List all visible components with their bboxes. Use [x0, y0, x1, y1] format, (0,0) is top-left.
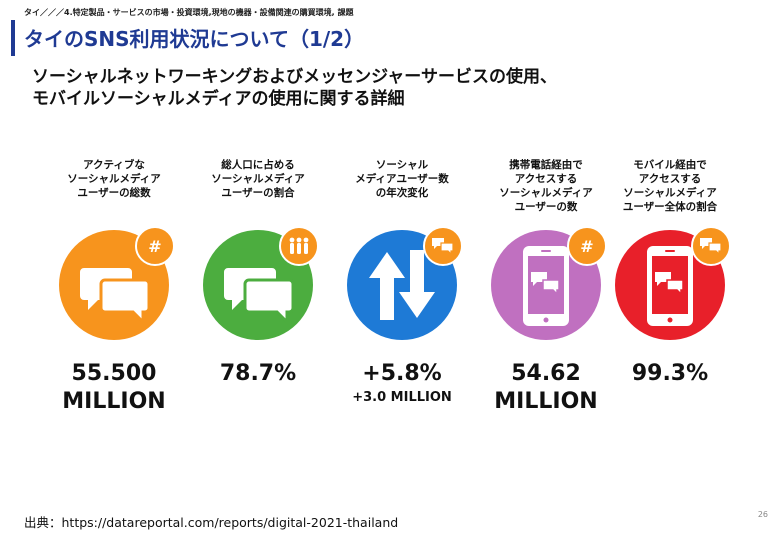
- stat-annual-change: ソーシャル メディアユーザー数 の年次変化 +5.8% +3.0 MILLION: [332, 158, 472, 405]
- subtitle: ソーシャルネットワーキングおよびメッセンジャーサービスの使用、 モバイルソーシャ…: [32, 66, 557, 110]
- people-icon: [279, 226, 319, 266]
- stat-value: 55.500 MILLION: [62, 361, 166, 414]
- stat-value: +5.8%: [362, 361, 442, 386]
- stat-value: 99.3%: [631, 361, 709, 386]
- stat-label: ソーシャル メディアユーザー数 の年次変化: [355, 159, 449, 199]
- subtitle-line-1: ソーシャルネットワーキングおよびメッセンジャーサービスの使用、: [32, 67, 557, 87]
- stat-population-share: 総人口に占める ソーシャルメディア ユーザーの割合 78.7%: [188, 158, 328, 388]
- stat-label: 総人口に占める ソーシャルメディア ユーザーの割合: [211, 159, 305, 199]
- stat-mobile-users: 携帯電話経由で アクセスする ソーシャルメディア ユーザーの数 # 54.62 …: [476, 158, 616, 416]
- chat-icon: [423, 226, 463, 266]
- source-citation: 出典：https://datareportal.com/reports/digi…: [24, 515, 399, 530]
- stat-mobile-share: モバイル経由で アクセスする ソーシャルメディア ユーザー全体の割合 99.3%: [600, 158, 740, 388]
- stat-value: 78.7%: [219, 361, 297, 386]
- stat-label: モバイル経由で アクセスする ソーシャルメディア ユーザー全体の割合: [622, 159, 718, 213]
- subtitle-line-2: モバイルソーシャルメディアの使用に関する詳細: [32, 89, 405, 109]
- stat-circle: [203, 226, 319, 340]
- page-number: 26: [757, 510, 768, 519]
- stat-value-sub: +3.0 MILLION: [352, 390, 452, 405]
- stat-circle: #: [59, 226, 175, 340]
- stat-active-users: アクティブな ソーシャルメディア ユーザーの総数 # 55.500 MILLIO…: [44, 158, 184, 416]
- title-accent-bar: [11, 20, 15, 56]
- stat-circle: [615, 226, 731, 340]
- stat-circle: [347, 226, 463, 340]
- stat-label: アクティブな ソーシャルメディア ユーザーの総数: [67, 159, 161, 199]
- page-title: タイのSNS利用状況について（1/2）: [24, 27, 365, 51]
- stat-value: 54.62 MILLION: [494, 361, 598, 414]
- stat-circle: #: [491, 226, 607, 340]
- stat-label: 携帯電話経由で アクセスする ソーシャルメディア ユーザーの数: [499, 159, 593, 213]
- chat-icon: [691, 226, 731, 266]
- breadcrumb: タイ／／／4.特定製品・サービスの市場・投資環境,現地の機器・設備関連の購買環境…: [24, 8, 354, 17]
- hash-icon: #: [135, 226, 175, 266]
- hash-icon: #: [567, 226, 607, 266]
